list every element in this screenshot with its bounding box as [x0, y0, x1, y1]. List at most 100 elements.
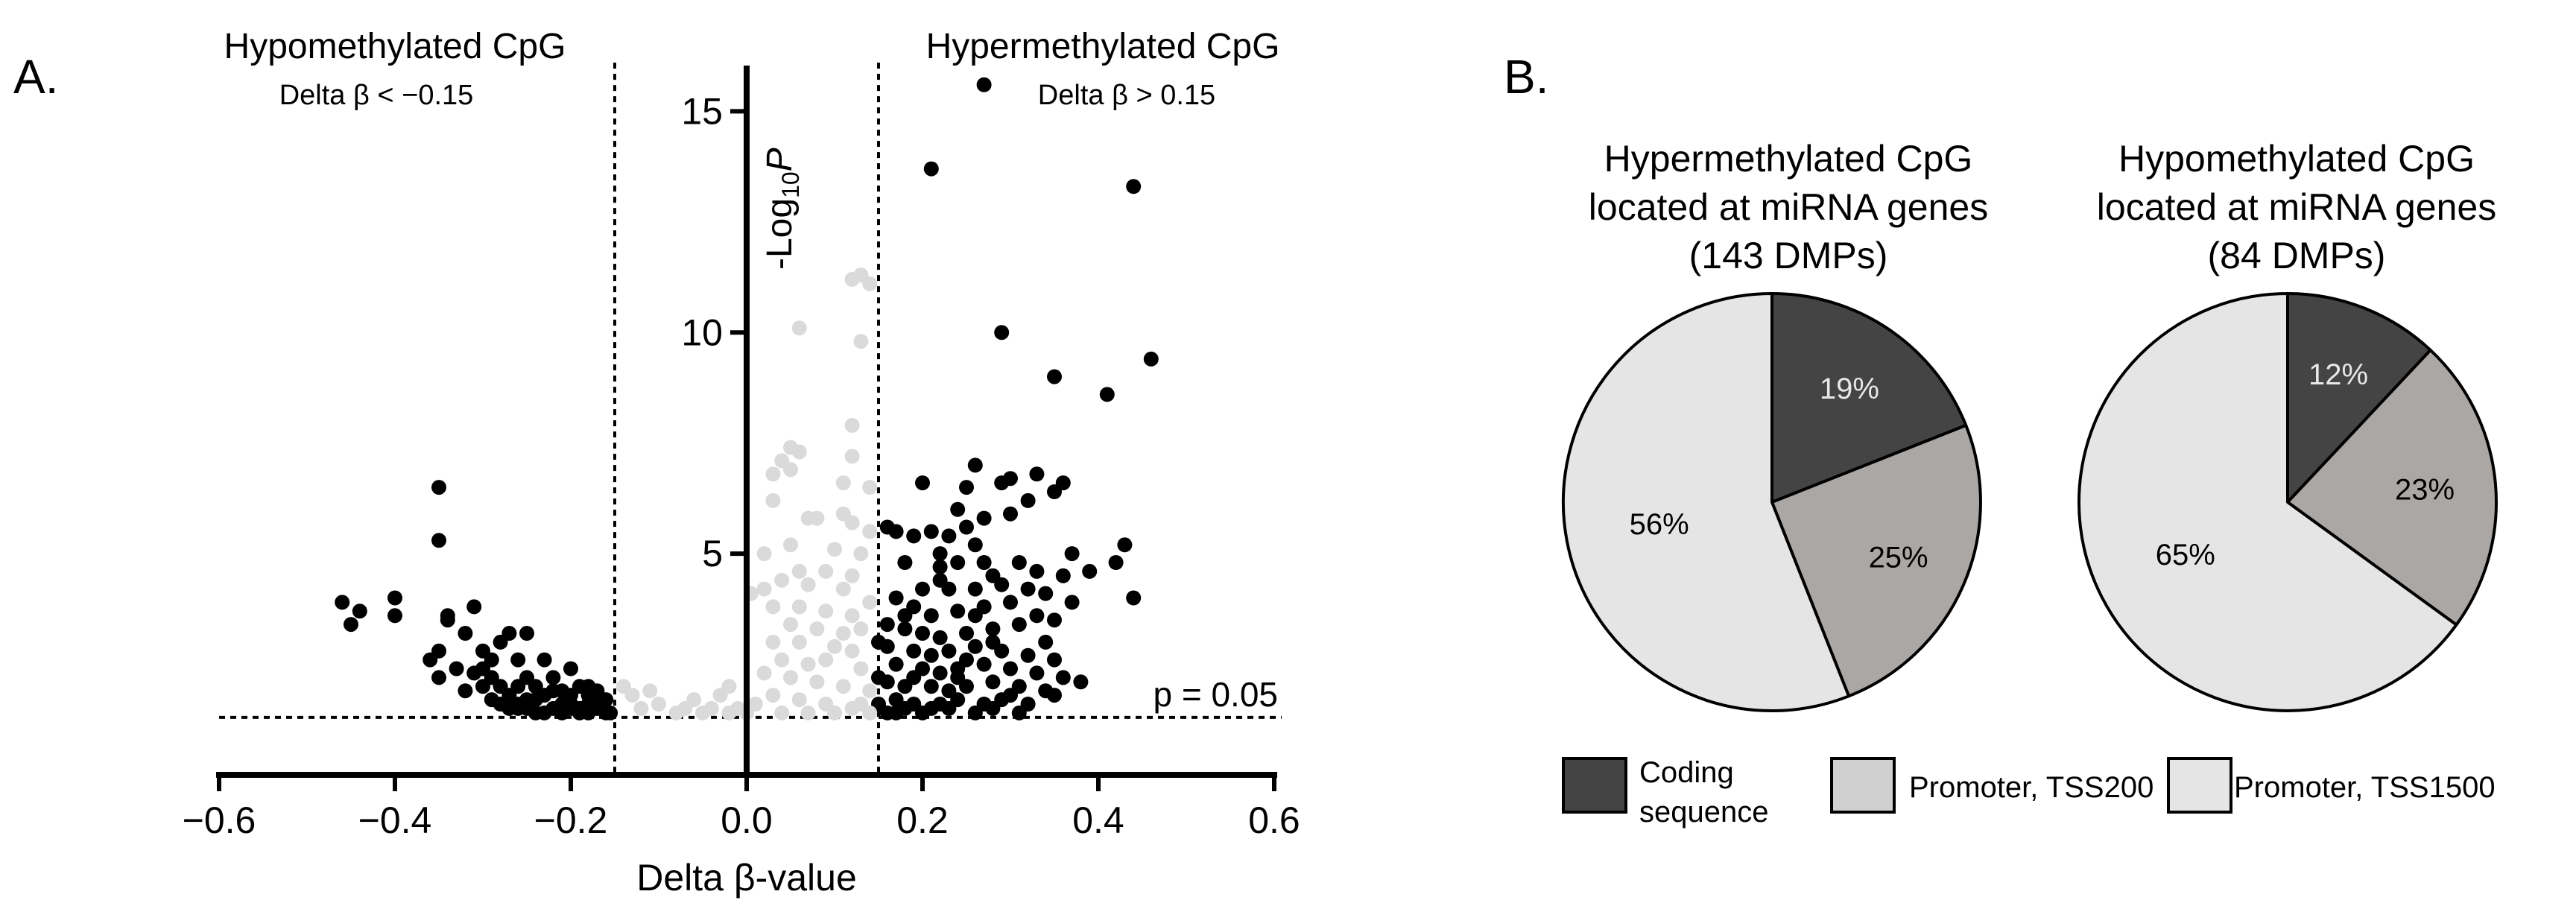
y-axis-label-prefix: -Log	[760, 198, 800, 270]
data-point	[1029, 466, 1045, 482]
data-point	[335, 595, 350, 610]
data-point	[976, 77, 992, 92]
pie-chart-hypermethylated: 19% 25% 56%	[1561, 292, 1982, 712]
data-point	[580, 679, 596, 694]
pie-left-title-line-2: located at miRNA genes	[1589, 186, 1988, 228]
data-point	[985, 674, 1001, 690]
legend-label-coding-line-2: sequence	[1639, 796, 1768, 828]
data-point	[959, 519, 974, 535]
data-point	[853, 661, 869, 677]
pie-left-title-line-1: Hypermethylated CpG	[1604, 138, 1973, 180]
data-point	[765, 466, 781, 482]
data-point	[1029, 563, 1045, 579]
data-point	[835, 679, 851, 694]
data-point	[871, 670, 886, 685]
data-point	[932, 572, 948, 588]
data-point	[994, 325, 1010, 340]
x-tick-label: −0.4	[358, 799, 432, 841]
data-point	[1029, 665, 1045, 681]
data-point	[835, 581, 851, 597]
data-point	[862, 480, 878, 495]
pie-slice-label: 19%	[1820, 373, 1879, 405]
data-point	[1029, 608, 1045, 624]
data-point	[932, 546, 948, 562]
legend-swatch-tss200	[1830, 757, 1896, 814]
data-point	[800, 705, 816, 720]
data-point	[1126, 179, 1142, 194]
legend-swatch-tss1500	[2167, 757, 2232, 814]
data-point	[493, 697, 508, 712]
data-point	[352, 603, 367, 619]
hyper-threshold-label: Delta β > 0.15	[1038, 80, 1215, 111]
data-point	[862, 595, 878, 610]
data-point	[967, 537, 983, 553]
y-tick-label: 15	[681, 90, 723, 132]
legend-swatch-coding	[1562, 757, 1627, 814]
data-point	[985, 634, 1001, 650]
data-point	[923, 161, 939, 177]
data-point	[941, 643, 957, 659]
data-point	[959, 652, 974, 668]
data-point	[967, 457, 983, 473]
data-point	[915, 626, 930, 641]
data-point	[1143, 351, 1159, 367]
pie-right-title-line-1: Hypomethylated CpG	[2118, 138, 2475, 180]
data-point	[871, 634, 886, 650]
data-point	[1055, 670, 1071, 685]
pie-slice-label: 12%	[2308, 358, 2368, 391]
data-point	[783, 462, 798, 478]
data-point	[923, 679, 939, 694]
data-point	[923, 700, 939, 716]
data-point	[783, 537, 798, 553]
data-point	[519, 692, 534, 708]
data-point	[844, 608, 860, 624]
data-point	[844, 568, 860, 583]
pie-slice-tss1500	[1561, 292, 1851, 712]
data-point	[862, 683, 878, 699]
data-point	[844, 643, 860, 659]
data-point	[835, 626, 851, 641]
pie-slice-label: 65%	[2156, 539, 2215, 571]
data-point	[888, 705, 904, 720]
data-point	[809, 621, 825, 637]
data-point	[633, 700, 649, 716]
data-point	[862, 276, 878, 291]
data-point	[818, 603, 834, 619]
data-point	[765, 688, 781, 703]
x-tick-label: 0.0	[721, 799, 773, 841]
data-point	[1082, 563, 1098, 579]
pie-slice-tss200	[1770, 423, 1982, 698]
y-tick-label: 10	[681, 311, 723, 353]
volcano-panel: A. Hypomethylated CpG Delta β < −0.15 Hy…	[13, 27, 1300, 899]
data-point	[387, 590, 402, 606]
data-point	[615, 679, 631, 694]
pie-slice-label: 56%	[1630, 508, 1689, 541]
data-point	[915, 475, 930, 491]
data-point	[431, 533, 446, 548]
y-axis-label-italic: P	[760, 148, 800, 171]
legend-label-tss200: Promoter, TSS200	[1909, 771, 2153, 804]
legend: Coding sequence Promoter, TSS200 Promote…	[1562, 756, 2496, 828]
data-point	[756, 581, 772, 597]
y-ticks: 5 10 15	[681, 90, 747, 574]
data-point	[923, 647, 939, 663]
data-point	[915, 581, 930, 597]
data-point	[950, 603, 966, 619]
data-point	[967, 581, 983, 597]
data-point	[791, 634, 807, 650]
data-point	[809, 674, 825, 690]
pie-chart-hypomethylated: 12% 23% 65%	[2077, 292, 2498, 712]
data-point	[967, 705, 983, 720]
x-axis-label: Delta β-value	[636, 857, 857, 899]
data-point	[765, 492, 781, 508]
data-point	[985, 568, 1001, 583]
data-point	[1117, 537, 1133, 553]
data-point	[1047, 369, 1062, 384]
data-point	[976, 510, 992, 526]
data-point	[818, 652, 834, 668]
data-point	[923, 524, 939, 539]
data-point	[791, 692, 807, 708]
data-point	[765, 634, 781, 650]
data-point	[879, 617, 895, 633]
data-point	[791, 444, 807, 460]
